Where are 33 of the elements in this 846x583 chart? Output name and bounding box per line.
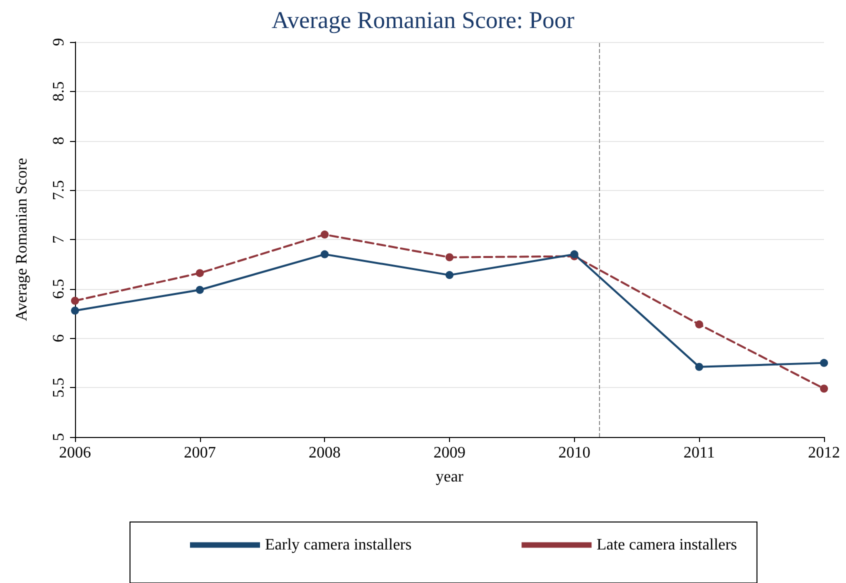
y-tick-label: 6.5: [50, 278, 68, 299]
point: [196, 269, 204, 278]
point: [320, 230, 329, 239]
point: [695, 320, 704, 328]
y-tick-label: 8.5: [50, 81, 68, 102]
point: [71, 296, 79, 305]
x-tick-label: 2006: [59, 444, 91, 462]
point: [196, 286, 204, 294]
point: [320, 250, 329, 258]
x-tick-label: 2012: [808, 444, 840, 462]
chart-title: Average Romanian Score: Poor: [272, 8, 574, 34]
y-tick-label: 7: [50, 236, 68, 244]
point: [820, 358, 828, 367]
y-tick-label: 5.5: [50, 378, 68, 398]
x-tick-label: 2011: [683, 444, 715, 462]
y-axis-title: Average Romanian Score: [14, 158, 30, 322]
point: [446, 253, 454, 262]
y-tick-label: 7.5: [50, 180, 68, 200]
point: [820, 384, 828, 393]
legend-label: Late camera installers: [596, 536, 737, 554]
x-axis-title: year: [436, 468, 464, 486]
point: [71, 306, 79, 315]
legend-label: Early camera installers: [265, 536, 412, 554]
y-tick-label: 6: [50, 334, 68, 342]
point: [695, 362, 704, 371]
y-tick-label: 5: [50, 433, 68, 441]
point: [446, 271, 454, 280]
x-tick-label: 2007: [184, 444, 216, 462]
y-tick-label: 9: [50, 38, 68, 46]
x-tick-label: 2009: [434, 444, 466, 462]
x-tick-label: 2010: [558, 444, 590, 462]
x-tick-label: 2008: [308, 444, 341, 462]
y-tick-label: 8: [50, 136, 68, 145]
